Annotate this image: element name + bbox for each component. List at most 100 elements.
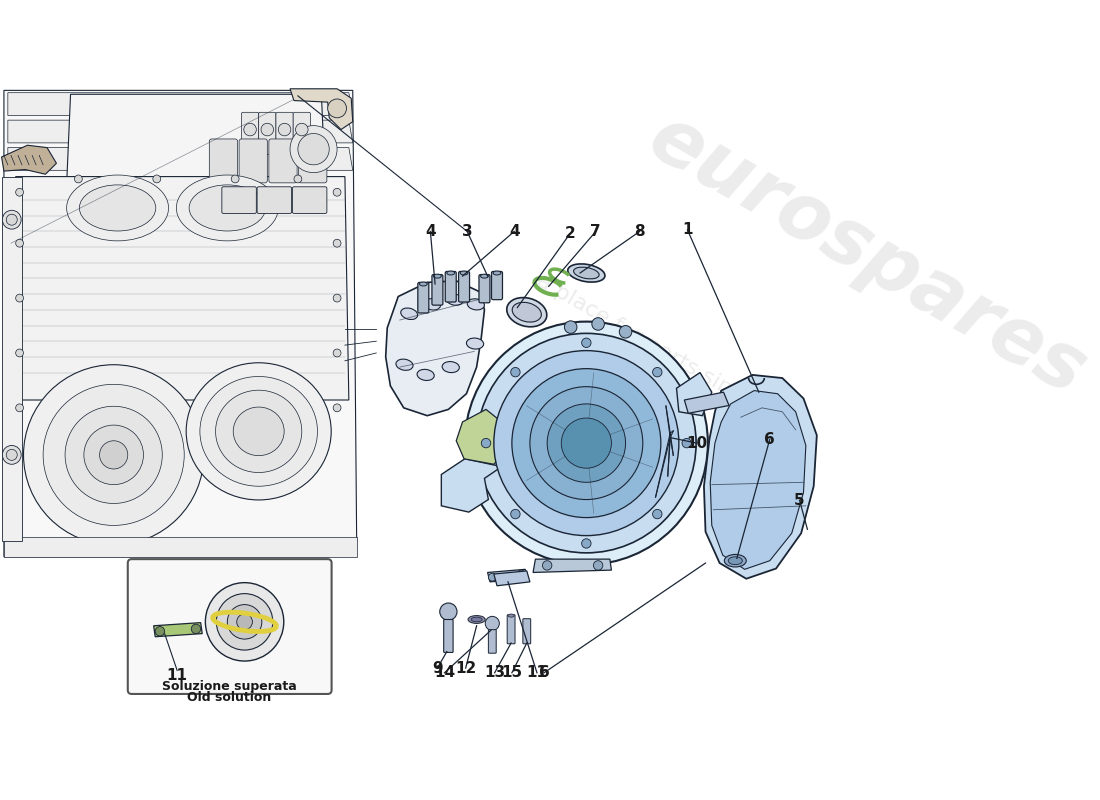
Circle shape (333, 188, 341, 196)
Circle shape (244, 123, 256, 136)
FancyBboxPatch shape (488, 630, 496, 653)
Circle shape (561, 418, 612, 468)
Polygon shape (290, 89, 353, 130)
Ellipse shape (433, 274, 441, 278)
Circle shape (7, 450, 18, 460)
Polygon shape (8, 147, 353, 170)
Circle shape (15, 188, 23, 196)
Polygon shape (487, 570, 528, 582)
FancyBboxPatch shape (241, 112, 258, 154)
Circle shape (2, 210, 21, 229)
FancyBboxPatch shape (276, 112, 294, 154)
Text: 14: 14 (433, 666, 455, 680)
Polygon shape (456, 410, 504, 464)
Circle shape (440, 603, 456, 620)
Polygon shape (1, 177, 22, 541)
Circle shape (15, 349, 23, 357)
Ellipse shape (468, 298, 484, 310)
Circle shape (652, 367, 662, 377)
Polygon shape (8, 120, 353, 143)
Polygon shape (154, 622, 202, 637)
Circle shape (530, 386, 642, 499)
FancyBboxPatch shape (507, 614, 515, 644)
Circle shape (619, 326, 631, 338)
Ellipse shape (400, 308, 418, 319)
Circle shape (333, 404, 341, 412)
FancyBboxPatch shape (257, 186, 292, 214)
Circle shape (682, 438, 692, 448)
Text: int: int (177, 674, 179, 676)
Polygon shape (15, 177, 349, 400)
Circle shape (7, 214, 18, 225)
Circle shape (155, 626, 165, 636)
FancyBboxPatch shape (209, 139, 238, 183)
FancyBboxPatch shape (128, 559, 331, 694)
Ellipse shape (417, 370, 434, 381)
Text: eurospares: eurospares (635, 99, 1099, 410)
FancyBboxPatch shape (459, 271, 470, 302)
Polygon shape (711, 390, 806, 570)
Polygon shape (494, 571, 530, 586)
FancyBboxPatch shape (258, 112, 276, 154)
FancyBboxPatch shape (432, 274, 443, 305)
Circle shape (15, 239, 23, 247)
Polygon shape (534, 559, 612, 573)
Text: 6: 6 (764, 432, 776, 446)
Polygon shape (4, 90, 356, 557)
FancyBboxPatch shape (522, 618, 530, 644)
Circle shape (231, 175, 239, 183)
Polygon shape (67, 94, 326, 185)
Circle shape (75, 175, 82, 183)
Circle shape (153, 175, 161, 183)
Text: 7: 7 (591, 224, 601, 239)
Circle shape (236, 614, 252, 630)
Ellipse shape (79, 185, 156, 231)
Circle shape (465, 322, 708, 565)
Text: 3: 3 (462, 224, 473, 239)
Circle shape (510, 510, 520, 518)
FancyBboxPatch shape (294, 112, 310, 154)
Ellipse shape (189, 185, 265, 231)
Circle shape (228, 605, 262, 639)
Circle shape (294, 175, 301, 183)
Circle shape (582, 338, 591, 347)
Circle shape (43, 384, 184, 526)
Ellipse shape (573, 267, 600, 279)
Ellipse shape (724, 554, 746, 567)
Circle shape (476, 334, 696, 553)
Polygon shape (684, 392, 729, 414)
Text: 2: 2 (564, 226, 575, 242)
Ellipse shape (424, 298, 440, 310)
Circle shape (65, 406, 163, 503)
Circle shape (15, 294, 23, 302)
Ellipse shape (396, 359, 412, 370)
Text: 8: 8 (635, 224, 645, 239)
Circle shape (328, 99, 346, 118)
Ellipse shape (442, 362, 460, 373)
Circle shape (333, 239, 341, 247)
Ellipse shape (176, 175, 278, 241)
Circle shape (100, 441, 128, 469)
Circle shape (298, 134, 329, 165)
FancyBboxPatch shape (293, 186, 327, 214)
FancyBboxPatch shape (239, 139, 267, 183)
Ellipse shape (200, 377, 318, 486)
FancyBboxPatch shape (446, 271, 456, 302)
Ellipse shape (493, 271, 500, 275)
Ellipse shape (233, 407, 284, 456)
Ellipse shape (471, 617, 482, 622)
Text: 5: 5 (794, 493, 805, 508)
Text: 4: 4 (425, 224, 436, 239)
Text: 1: 1 (682, 222, 693, 238)
Circle shape (494, 350, 679, 536)
Circle shape (652, 510, 662, 518)
Circle shape (485, 616, 499, 630)
Text: 13: 13 (484, 666, 505, 680)
Ellipse shape (67, 175, 168, 241)
Circle shape (512, 369, 661, 518)
Ellipse shape (460, 271, 467, 275)
Circle shape (296, 123, 308, 136)
Polygon shape (1, 146, 56, 174)
FancyBboxPatch shape (299, 139, 327, 183)
Circle shape (547, 404, 626, 482)
